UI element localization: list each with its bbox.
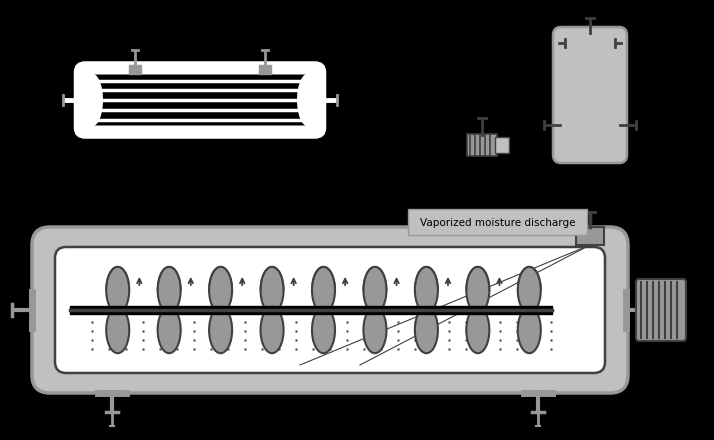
Ellipse shape bbox=[209, 307, 232, 353]
FancyBboxPatch shape bbox=[75, 62, 325, 137]
Ellipse shape bbox=[106, 307, 129, 353]
Ellipse shape bbox=[363, 307, 386, 353]
Ellipse shape bbox=[158, 267, 181, 313]
Ellipse shape bbox=[158, 307, 181, 353]
Ellipse shape bbox=[415, 307, 438, 353]
FancyBboxPatch shape bbox=[467, 134, 497, 156]
FancyBboxPatch shape bbox=[636, 279, 686, 341]
Text: Vaporized moisture discharge: Vaporized moisture discharge bbox=[420, 218, 575, 228]
FancyBboxPatch shape bbox=[553, 27, 627, 163]
Ellipse shape bbox=[466, 307, 489, 353]
Ellipse shape bbox=[261, 307, 283, 353]
Ellipse shape bbox=[518, 267, 540, 313]
Ellipse shape bbox=[261, 267, 283, 313]
FancyBboxPatch shape bbox=[408, 209, 587, 235]
Ellipse shape bbox=[312, 267, 335, 313]
Ellipse shape bbox=[415, 267, 438, 313]
FancyBboxPatch shape bbox=[55, 247, 605, 373]
FancyBboxPatch shape bbox=[576, 227, 604, 245]
FancyBboxPatch shape bbox=[94, 74, 306, 125]
FancyBboxPatch shape bbox=[32, 227, 628, 393]
Ellipse shape bbox=[363, 267, 386, 313]
Ellipse shape bbox=[518, 307, 540, 353]
FancyBboxPatch shape bbox=[495, 137, 509, 153]
Ellipse shape bbox=[106, 267, 129, 313]
FancyBboxPatch shape bbox=[129, 65, 141, 73]
FancyBboxPatch shape bbox=[259, 65, 271, 73]
Ellipse shape bbox=[209, 267, 232, 313]
Ellipse shape bbox=[466, 267, 489, 313]
Ellipse shape bbox=[81, 73, 103, 127]
Ellipse shape bbox=[312, 307, 335, 353]
Ellipse shape bbox=[297, 73, 319, 127]
